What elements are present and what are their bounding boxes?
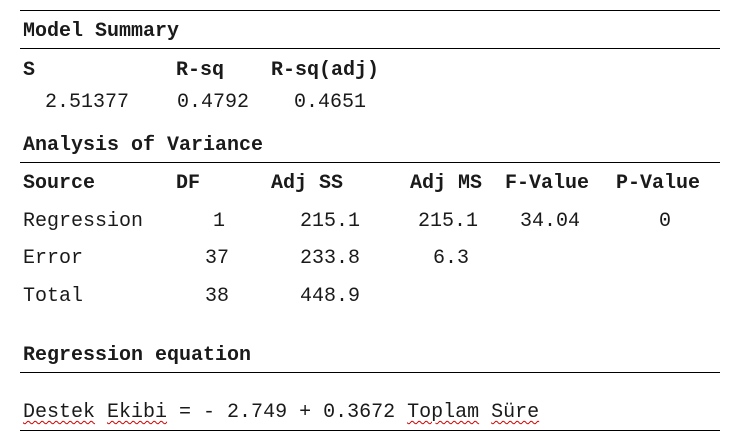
anova-row-regression-adj-ss: 215.1	[300, 210, 361, 233]
anova-row-error-adj-ms: 6.3	[433, 247, 470, 270]
anova-row-total-df: 38	[205, 285, 230, 308]
anova-row-regression-p-value: 0	[659, 210, 672, 233]
model-summary-header-s: S	[23, 59, 36, 82]
anova-header-p-value: P-Value	[616, 172, 701, 195]
anova-header-adj-ms: Adj MS	[410, 172, 483, 195]
predictor-word-2: Süre	[491, 401, 540, 424]
anova-row-total-adj-ss: 448.9	[300, 285, 361, 308]
regression-equation: Destek Ekibi = - 2.749 + 0.3672 Toplam S…	[23, 401, 539, 425]
anova-title: Analysis of Variance	[23, 134, 264, 157]
response-word-1: Destek	[23, 401, 96, 424]
top-rule	[20, 10, 720, 11]
anova-header-df: DF	[176, 172, 201, 195]
anova-header-adj-ss: Adj SS	[271, 172, 344, 195]
anova-row-total-source: Total	[23, 285, 84, 308]
anova-row-error-df: 37	[205, 247, 230, 270]
anova-row-regression-source: Regression	[23, 210, 144, 233]
anova-header-f-value: F-Value	[505, 172, 590, 195]
anova-row-error-adj-ss: 233.8	[300, 247, 361, 270]
model-summary-rule	[20, 48, 720, 49]
anova-rule	[20, 162, 720, 163]
model-summary-value-rsq: 0.4792	[177, 91, 250, 114]
model-summary-header-rsq-adj: R-sq(adj)	[271, 59, 380, 82]
bottom-rule	[20, 430, 720, 431]
equation-coefficients: = - 2.749 + 0.3672	[167, 401, 408, 424]
anova-header-source: Source	[23, 172, 96, 195]
anova-row-error-source: Error	[23, 247, 84, 270]
response-word-2: Ekibi	[107, 401, 168, 424]
model-summary-title: Model Summary	[23, 20, 180, 43]
predictor-word-1: Toplam	[407, 401, 480, 424]
model-summary-value-rsq-adj: 0.4651	[294, 91, 367, 114]
anova-row-regression-f-value: 34.04	[520, 210, 581, 233]
model-summary-value-s: 2.51377	[45, 91, 130, 114]
regression-rule	[20, 372, 720, 373]
model-summary-header-rsq: R-sq	[176, 59, 225, 82]
regression-title: Regression equation	[23, 344, 252, 367]
anova-row-regression-df: 1	[213, 210, 226, 233]
anova-row-regression-adj-ms: 215.1	[418, 210, 479, 233]
